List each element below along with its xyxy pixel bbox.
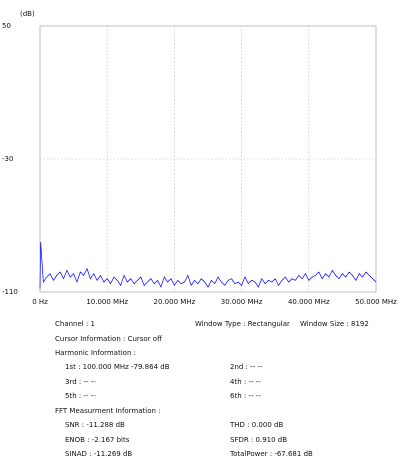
- y-tick-label: -30: [2, 155, 13, 163]
- x-tick-label: 20.000 MHz: [154, 298, 196, 306]
- y-tick-label: -110: [2, 288, 18, 296]
- info-text: 4th : -- --: [230, 378, 261, 386]
- spectrum-line: [39, 242, 377, 289]
- info-text: THD : 0.000 dB: [229, 421, 283, 429]
- info-text: 1st : 100.000 MHz -79.864 dB: [65, 363, 170, 371]
- info-text: 3rd : -- --: [65, 378, 96, 386]
- info-text: Harmonic Information :: [55, 349, 136, 357]
- info-text: Cursor Information : Cursor off: [55, 335, 162, 343]
- info-text: Window Type : Rectangular: [195, 320, 290, 328]
- info-text: Window Size : 8192: [300, 320, 369, 328]
- info-text: SNR : -11.288 dB: [65, 421, 125, 429]
- info-text: 5th : -- --: [65, 392, 96, 400]
- info-text: 6th : -- --: [230, 392, 261, 400]
- info-text: ENOB : -2.167 bits: [65, 436, 130, 444]
- info-text: SFDR : 0.910 dB: [230, 436, 287, 444]
- info-text: 2nd : -- --: [230, 363, 263, 371]
- y-axis-label: (dB): [20, 10, 35, 18]
- info-text: FFT Measurment Information :: [55, 407, 161, 415]
- x-tick-label: 40.000 MHz: [288, 298, 330, 306]
- x-tick-label: 30.000 MHz: [221, 298, 263, 306]
- x-tick-label: 10.000 MHz: [86, 298, 128, 306]
- x-tick-label: 50.000 MHz: [355, 298, 397, 306]
- info-text: TotalPower : -67.681 dB: [229, 450, 313, 458]
- info-text: Channel : 1: [55, 320, 95, 328]
- y-tick-label: 50: [2, 22, 11, 30]
- x-tick-label: 0 Hz: [32, 298, 48, 306]
- info-text: SINAD : -11.269 dB: [65, 450, 132, 458]
